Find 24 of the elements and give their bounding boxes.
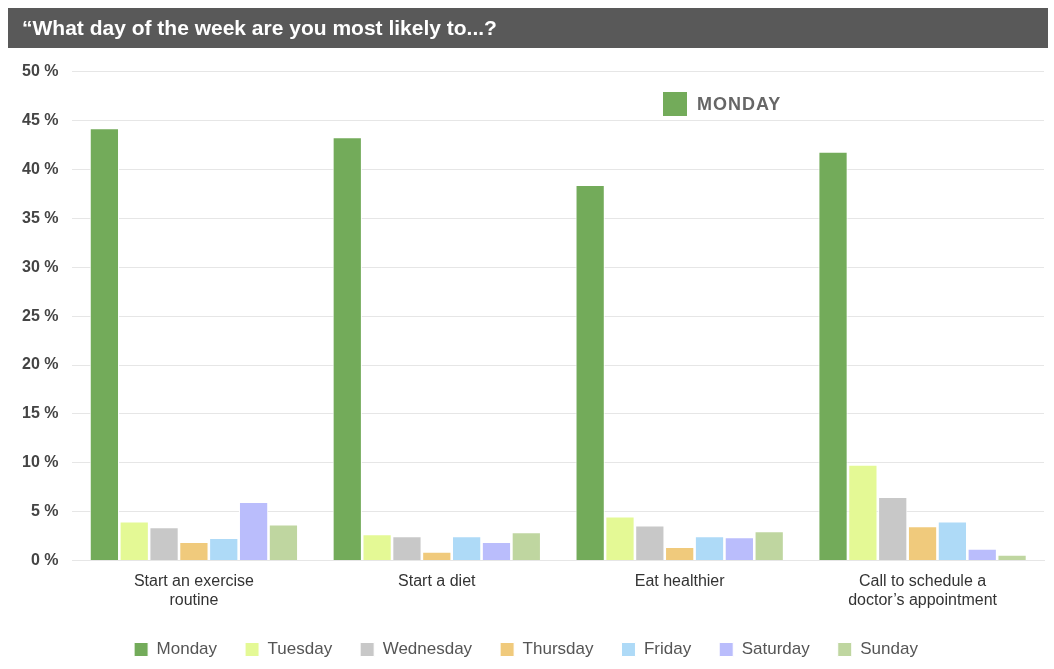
- y-tick-label: 20 %: [22, 355, 59, 373]
- x-tick-label: Start a diet: [398, 571, 477, 589]
- legend-label: Monday: [156, 639, 218, 659]
- y-tick-label: 35 %: [22, 208, 59, 226]
- y-tick-label: 50 %: [22, 62, 59, 80]
- y-tick-label: 40 %: [22, 159, 59, 177]
- legend-label: Saturday: [741, 639, 811, 659]
- legend-label: Wednesday: [382, 639, 473, 659]
- legend-label: Sunday: [860, 639, 919, 659]
- x-tick-label: Eat healthier: [634, 571, 726, 589]
- y-tick-label: 15 %: [22, 404, 59, 422]
- legend-label: Tuesday: [267, 639, 333, 659]
- y-tick-label: 45 %: [22, 110, 59, 128]
- x-tick-label: Call to schedule a doctor’s appointment: [848, 571, 998, 608]
- chart-title: “What day of the week are you most likely to...?: [8, 8, 1048, 48]
- y-tick-label: 0 %: [30, 551, 59, 569]
- x-tick-label: Start an exercise routine: [133, 571, 255, 608]
- y-tick-label: 10 %: [22, 453, 59, 471]
- y-tick-label: 30 %: [22, 257, 59, 275]
- legend-label: Friday: [643, 639, 692, 659]
- annotation: MONDAY: [697, 93, 782, 115]
- y-tick-label: 5 %: [30, 502, 59, 520]
- y-tick-label: 25 %: [22, 306, 59, 324]
- legend-label: Thursday: [522, 639, 594, 659]
